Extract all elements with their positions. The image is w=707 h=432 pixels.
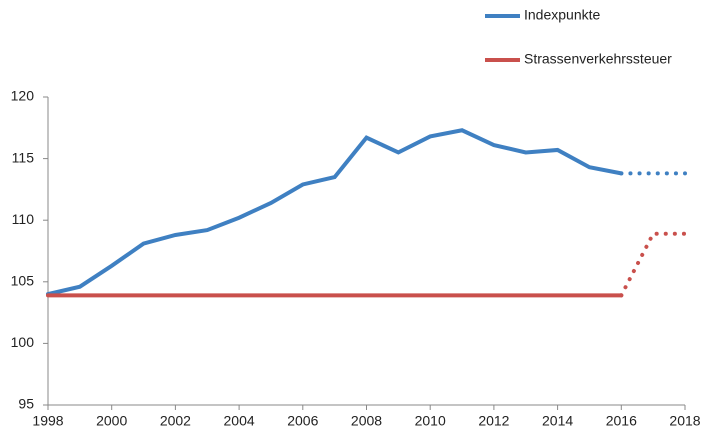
legend-label: Indexpunkte (524, 7, 600, 23)
x-tick-label: 2016 (606, 413, 637, 429)
series-line-dotted (619, 231, 687, 298)
x-tick-label: 2006 (287, 413, 318, 429)
y-tick-label: 100 (11, 334, 35, 350)
x-tick-label: 2008 (351, 413, 382, 429)
y-tick-label: 105 (11, 273, 35, 289)
legend-label: Strassenverkehrssteuer (524, 51, 672, 67)
y-tick-label: 110 (12, 211, 35, 227)
y-tick-label: 95 (18, 396, 34, 412)
x-tick-label: 2010 (415, 413, 446, 429)
x-tick-label: 2014 (542, 413, 573, 429)
x-tick-label: 1998 (32, 413, 63, 429)
y-tick-label: 115 (12, 149, 35, 165)
x-tick-label: 2000 (96, 413, 127, 429)
y-tick-label: 120 (11, 88, 35, 104)
series-line (46, 128, 624, 297)
x-tick-label: 2002 (160, 413, 191, 429)
x-tick-label: 2004 (224, 413, 255, 429)
x-tick-label: 2012 (478, 413, 509, 429)
x-tick-label: 2018 (669, 413, 700, 429)
